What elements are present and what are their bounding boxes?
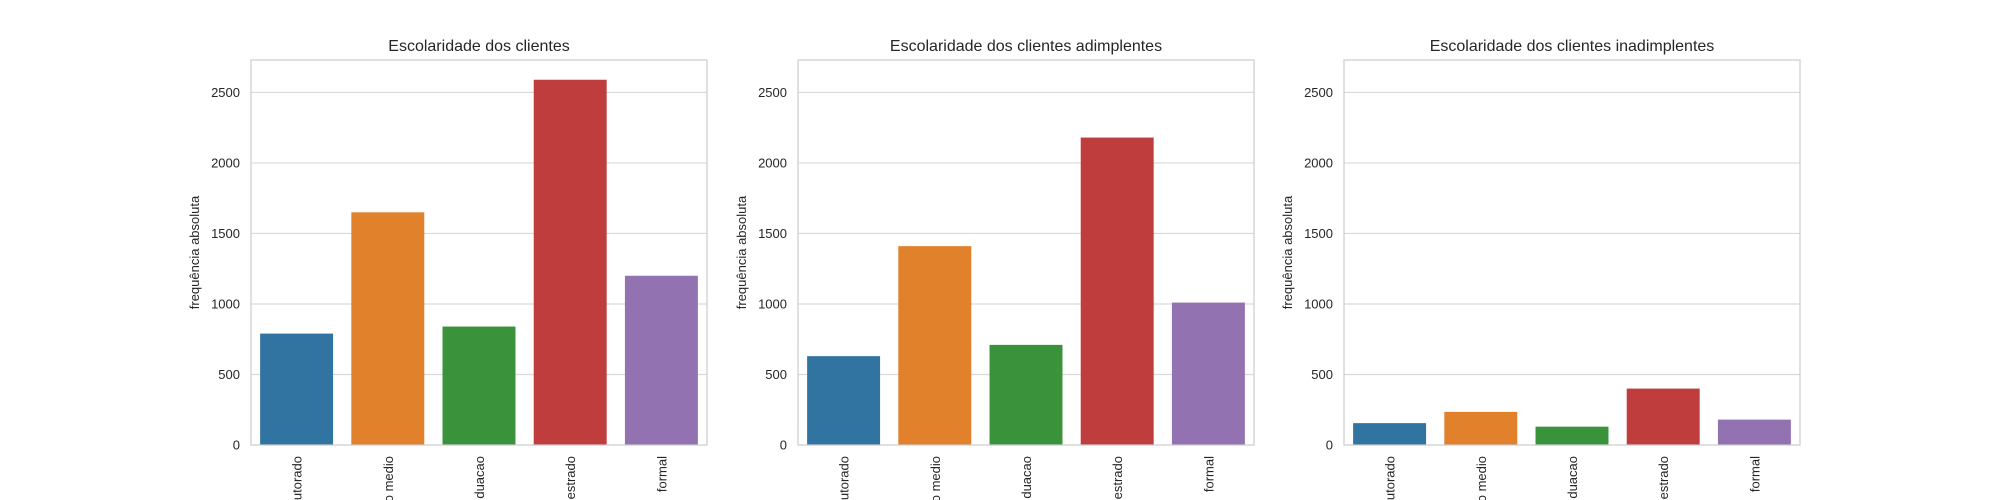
chart-panel-2: 0 500 1000 1500 2000 2500 utorado o medio duacao…	[734, 38, 1255, 500]
y-tick-label: 1000	[211, 296, 240, 311]
x-tick-label: o medio	[381, 456, 396, 500]
bar-5	[1171, 302, 1245, 445]
y-tick-label: 500	[218, 367, 240, 382]
chart-panel-3: 0 500 1000 1500 2000 2500 utorado o medio duacao…	[1280, 38, 1801, 500]
y-tick-label: 2500	[211, 85, 240, 100]
y-tick-label: 1500	[758, 226, 787, 241]
bar-3	[442, 326, 516, 445]
plot-frame	[250, 59, 708, 446]
y-tick-label: 2500	[1304, 85, 1333, 100]
bar-1	[260, 333, 334, 445]
chart-title: Escolaridade dos clientes adimplentes	[890, 38, 1162, 55]
x-tick-label: utorado	[1383, 456, 1398, 500]
x-tick-label: formal	[654, 456, 669, 492]
y-tick-label: 1000	[758, 296, 787, 311]
y-tick-label: 500	[765, 367, 787, 382]
x-tick-label: o medio	[1474, 456, 1489, 500]
plot-frame	[1343, 59, 1801, 446]
plot-frame	[797, 59, 1255, 446]
bar-1	[1353, 423, 1427, 445]
x-tick-label: formal	[1201, 456, 1216, 492]
x-tick-label: estrado	[563, 456, 578, 499]
chart-title: Escolaridade dos clientes inadimplentes	[1430, 38, 1715, 55]
chart-panel-1: 0 500 1000 1500 2000 2500 utorado o medio duacao…	[187, 38, 708, 500]
y-tick-label: 500	[1311, 367, 1333, 382]
y-tick-label: 1000	[1304, 296, 1333, 311]
bar-2	[1444, 411, 1518, 445]
bar-4	[1626, 388, 1700, 445]
x-tick-label: estrado	[1656, 456, 1671, 499]
y-tick-label: 2000	[211, 155, 240, 170]
bar-4	[1080, 137, 1154, 446]
bar-5	[624, 275, 698, 445]
x-tick-label: utorado	[837, 456, 852, 500]
y-tick-label: 0	[1326, 438, 1333, 453]
x-tick-label: duacao	[472, 456, 487, 499]
y-tick-label: 2000	[1304, 155, 1333, 170]
y-tick-label: 1500	[1304, 226, 1333, 241]
y-tick-label: 0	[780, 438, 787, 453]
x-tick-label: estrado	[1110, 456, 1125, 499]
y-axis-label: frequência absoluta	[1280, 195, 1295, 309]
y-tick-label: 2000	[758, 155, 787, 170]
bar-1	[807, 356, 881, 445]
y-tick-label: 2500	[758, 85, 787, 100]
x-tick-label: o medio	[928, 456, 943, 500]
bar-2	[898, 246, 972, 445]
bar-3	[989, 344, 1063, 445]
bar-2	[351, 212, 425, 445]
x-tick-label: utorado	[290, 456, 305, 500]
chart-title: Escolaridade dos clientes	[388, 38, 569, 55]
bar-4	[533, 79, 607, 445]
y-axis-label: frequência absoluta	[187, 195, 202, 309]
x-tick-label: duacao	[1565, 456, 1580, 499]
x-tick-label: formal	[1747, 456, 1762, 492]
bar-5	[1717, 419, 1791, 445]
y-axis-label: frequência absoluta	[734, 195, 749, 309]
y-tick-label: 1500	[211, 226, 240, 241]
x-tick-label: duacao	[1019, 456, 1034, 499]
bar-3	[1535, 426, 1609, 445]
y-tick-label: 0	[233, 438, 240, 453]
